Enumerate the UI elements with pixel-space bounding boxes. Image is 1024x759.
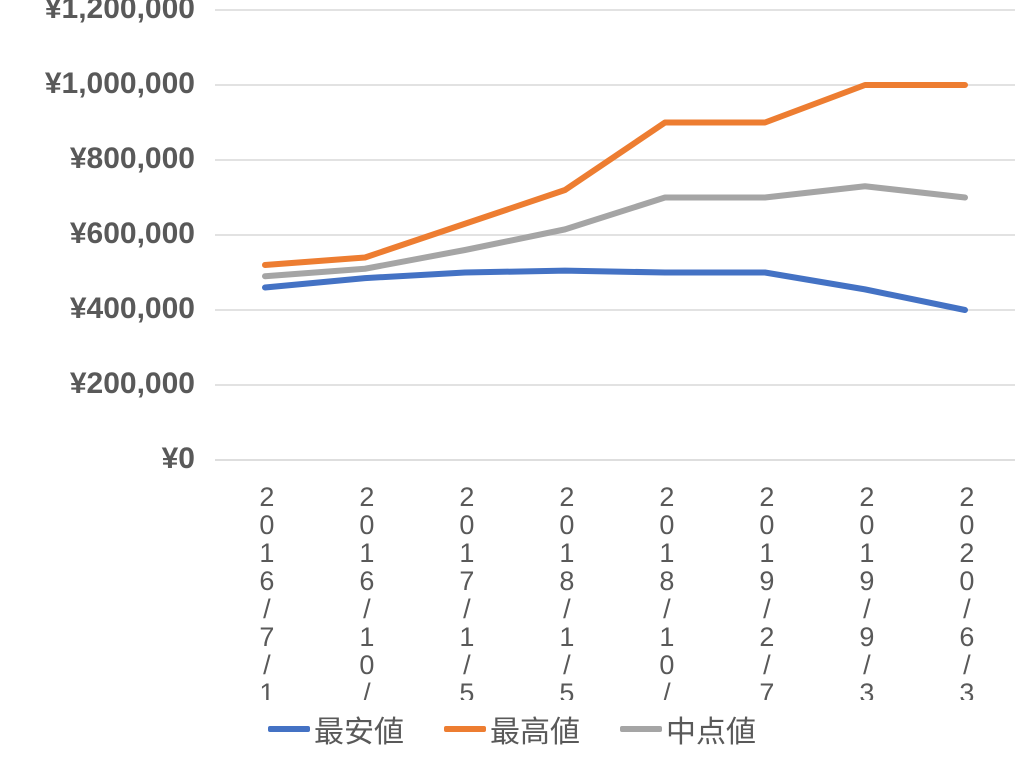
svg-text:2020/6/30: 2020/6/30 (952, 482, 982, 700)
chart-legend: 最安値 最高値 中点値 (0, 707, 1024, 751)
svg-text:¥0: ¥0 (162, 442, 195, 475)
svg-text:2016/10/1: 2016/10/1 (352, 482, 382, 700)
svg-text:¥600,000: ¥600,000 (70, 217, 195, 250)
svg-text:2018/1/5: 2018/1/5 (552, 482, 582, 700)
svg-text:¥1,000,000: ¥1,000,000 (45, 67, 195, 100)
chart-svg: ¥0 ¥200,000 ¥400,000 ¥600,000 ¥800,000 ¥1,000… (0, 0, 1024, 700)
svg-text:¥400,000: ¥400,000 (70, 292, 195, 325)
svg-text:¥1,200,000: ¥1,200,000 (45, 0, 195, 25)
legend-item-mid: 中点値 (620, 707, 756, 751)
svg-text:2016/7/1: 2016/7/1 (252, 482, 282, 700)
svg-text:2019/9/3: 2019/9/3 (852, 482, 882, 700)
legend-swatch-high (444, 726, 486, 732)
legend-label-high: 最高値 (490, 707, 580, 751)
svg-text:2019/2/7: 2019/2/7 (752, 482, 782, 700)
legend-label-mid: 中点値 (666, 707, 756, 751)
legend-swatch-mid (620, 726, 662, 732)
legend-item-high: 最高値 (444, 707, 580, 751)
svg-text:¥200,000: ¥200,000 (70, 367, 195, 400)
svg-text:2017/1/5: 2017/1/5 (452, 482, 482, 700)
price-line-chart: ¥0 ¥200,000 ¥400,000 ¥600,000 ¥800,000 ¥1,000… (0, 0, 1024, 759)
svg-text:2018/10/17: 2018/10/17 (652, 482, 682, 700)
svg-text:¥800,000: ¥800,000 (70, 142, 195, 175)
legend-item-low: 最安値 (268, 707, 404, 751)
legend-label-low: 最安値 (314, 707, 404, 751)
legend-swatch-low (268, 726, 310, 732)
